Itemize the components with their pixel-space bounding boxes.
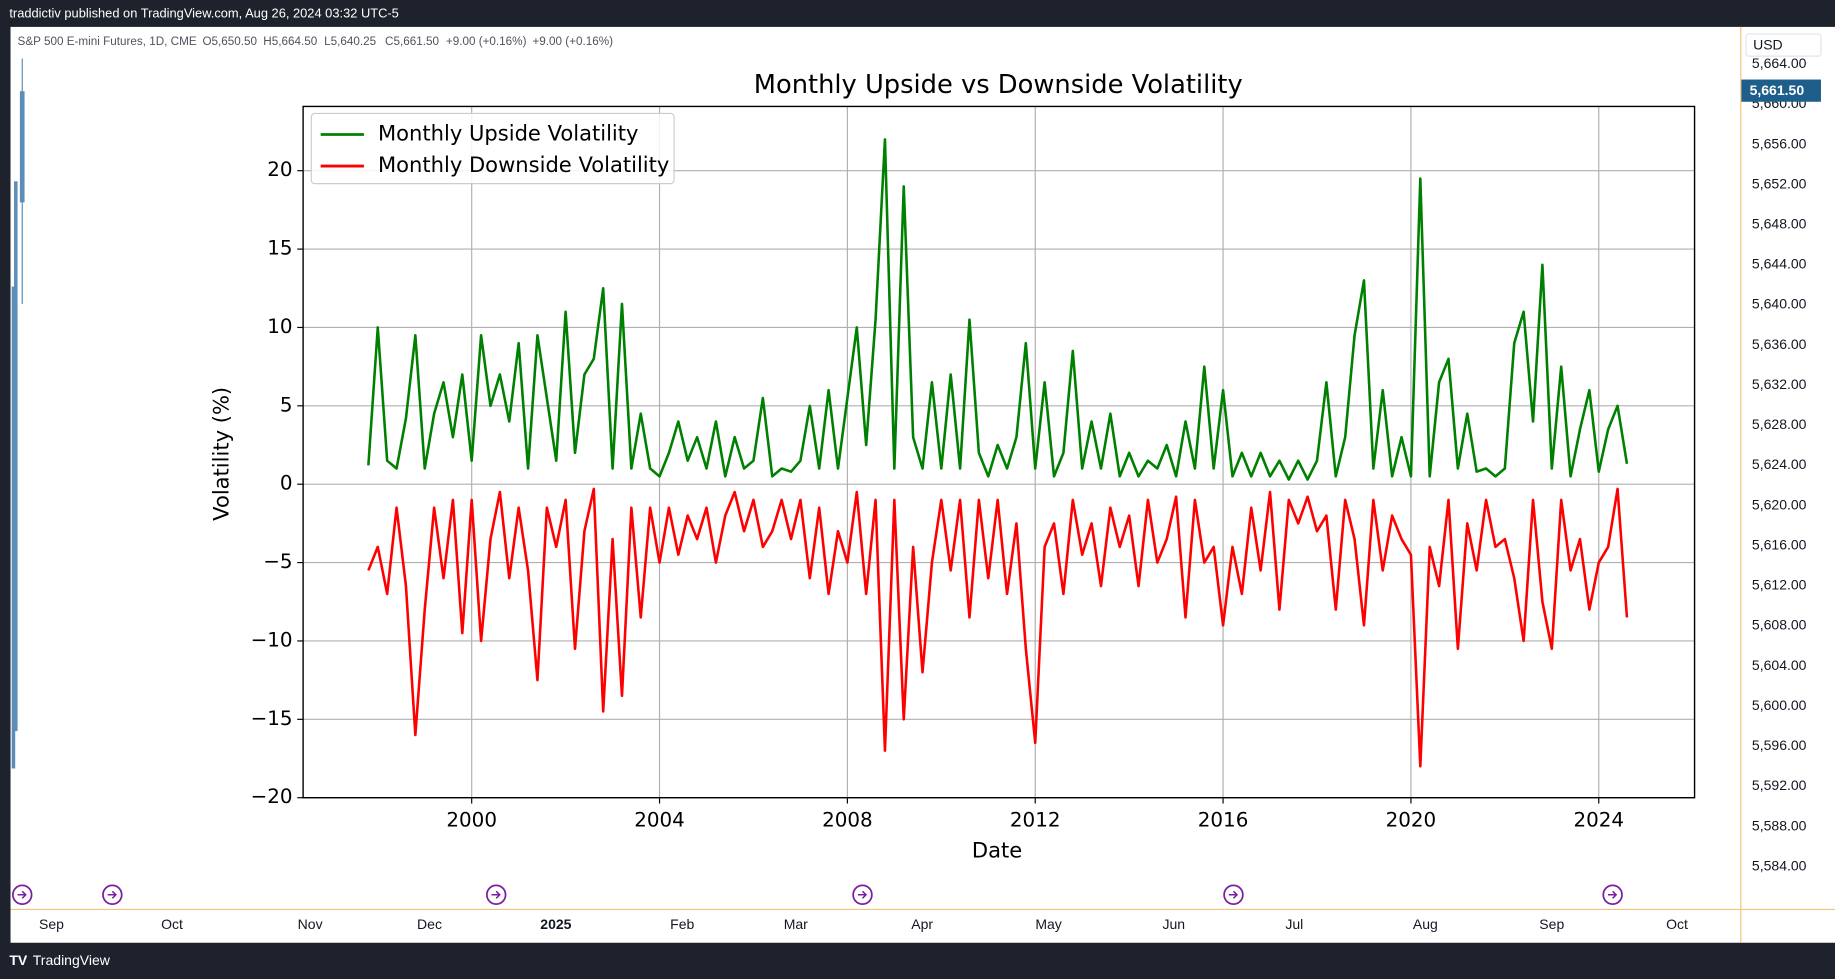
y-tick-label: −20 [251, 785, 293, 808]
x-tick-label: 2024 [1573, 809, 1624, 832]
price-label: 5,644.00 [1752, 256, 1807, 272]
legend-label: Monthly Downside Volatility [378, 152, 669, 177]
time-label: Jul [1285, 916, 1303, 932]
price-label: 5,664.00 [1752, 55, 1807, 71]
time-label: Feb [670, 916, 694, 932]
price-label: 5,648.00 [1752, 216, 1807, 232]
event-icon-glyph [17, 890, 27, 899]
time-label: Aug [1413, 916, 1438, 932]
time-label: 2025 [540, 916, 571, 932]
price-label: 5,620.00 [1752, 496, 1807, 512]
event-icons [11, 884, 1623, 906]
symbol-info: +9.00 (+0.16%) [446, 35, 527, 48]
price-label: 5,624.00 [1752, 456, 1807, 472]
y-tick-label: 20 [267, 158, 292, 181]
y-tick-label: −5 [263, 550, 292, 573]
symbol-info: +9.00 (+0.16%) [532, 35, 613, 48]
event-icon-glyph [857, 890, 868, 899]
price-label: 5,640.00 [1752, 296, 1807, 312]
time-label: Mar [784, 916, 808, 932]
price-label: 5,632.00 [1752, 376, 1807, 392]
price-label: 5,628.00 [1752, 416, 1807, 432]
time-label: Sep [1539, 916, 1564, 932]
candle [11, 286, 16, 769]
x-tick-label: 2020 [1386, 809, 1437, 832]
series-line [367, 138, 1629, 481]
x-axis-label: Date [972, 838, 1022, 863]
y-tick-label: −10 [251, 628, 293, 651]
last-price: 5,661.50 [1750, 82, 1805, 98]
price-label: 5,612.00 [1752, 577, 1807, 593]
candle [14, 181, 18, 732]
price-label: 5,588.00 [1752, 817, 1807, 833]
chart-title: Monthly Upside vs Downside Volatility [754, 70, 1243, 100]
y-tick-label: 0 [280, 472, 293, 495]
price-label: 5,636.00 [1752, 336, 1807, 352]
time-label: Dec [417, 916, 442, 932]
price-label: 5,608.00 [1752, 617, 1807, 633]
x-tick-label: 2016 [1198, 809, 1249, 832]
symbol-info: O5,650.50 [202, 35, 257, 48]
time-label: Apr [911, 916, 933, 932]
currency-box[interactable] [1745, 33, 1822, 57]
y-tick-label: −15 [251, 707, 293, 730]
legend-label: Monthly Upside Volatility [378, 121, 639, 146]
time-label: Oct [1666, 916, 1688, 932]
symbol-info: H5,664.50 [263, 35, 317, 48]
axes-frame [302, 105, 1696, 799]
symbol-info: S&P 500 E-mini Futures, 1D, CME [18, 35, 197, 48]
series-line [367, 487, 1629, 768]
time-label: Jun [1162, 916, 1185, 932]
price-label: 5,656.00 [1752, 135, 1807, 151]
header-text: traddictiv published on TradingView.com,… [9, 5, 398, 20]
footer-logo: TV [9, 952, 28, 968]
x-tick-label: 2008 [822, 809, 873, 832]
y-tick-label: 15 [267, 237, 292, 260]
price-label: 5,604.00 [1752, 657, 1807, 673]
time-label: May [1035, 916, 1061, 932]
time-label: Nov [298, 916, 323, 932]
x-tick-label: 2012 [1010, 809, 1061, 832]
symbol-info: C5,661.50 [385, 35, 439, 48]
time-label: Oct [161, 916, 183, 932]
price-label: 5,584.00 [1752, 857, 1807, 873]
price-label: 5,592.00 [1752, 777, 1807, 793]
x-tick-label: 2004 [634, 809, 685, 832]
symbol-info: L5,640.25 [324, 35, 377, 48]
price-label: 5,652.00 [1752, 175, 1807, 191]
price-label: 5,616.00 [1752, 536, 1807, 552]
currency: USD [1753, 36, 1783, 52]
footer-text: TradingView [33, 952, 111, 968]
price-label: 5,600.00 [1752, 697, 1807, 713]
event-icon-glyph [1607, 890, 1618, 899]
y-axis-label: Volatility (%) [208, 387, 233, 521]
event-icon-glyph [1228, 890, 1239, 899]
last-price-tag [1741, 79, 1821, 102]
y-tick-label: 5 [280, 393, 293, 416]
x-tick-label: 2000 [446, 809, 497, 832]
event-icon-glyph [491, 890, 501, 899]
time-label: Sep [39, 916, 64, 932]
legend-box [310, 112, 675, 185]
y-tick-label: 10 [267, 315, 292, 338]
event-icon-glyph [107, 890, 117, 899]
price-label: 5,596.00 [1752, 737, 1807, 753]
